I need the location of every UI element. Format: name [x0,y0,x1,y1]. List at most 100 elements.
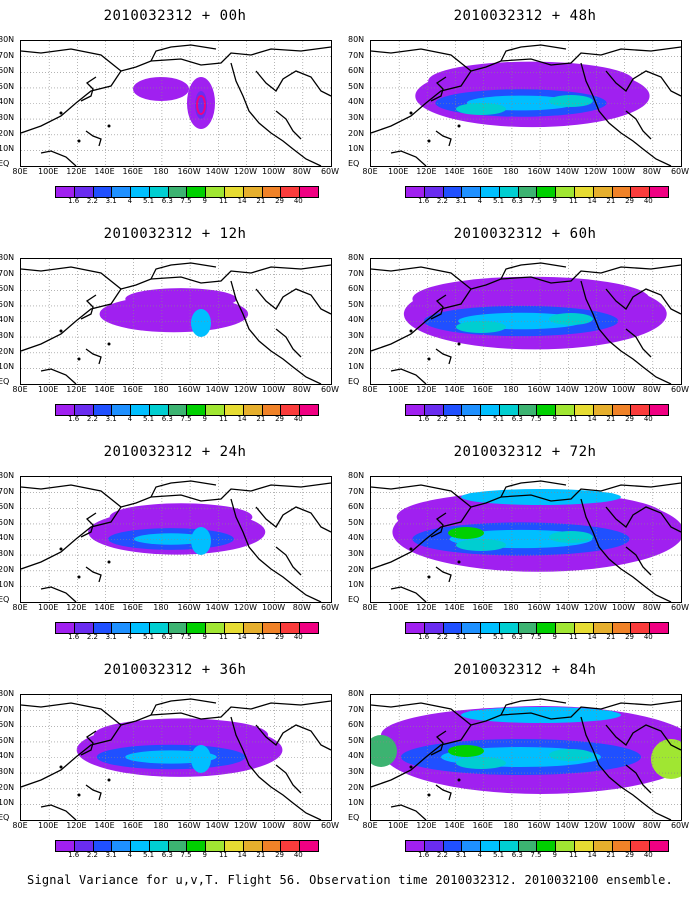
colorbar-swatch [575,405,594,415]
colorbar-level-label: 7.5 [530,633,542,641]
lon-tick-label: 120E [416,385,437,394]
colorbar-swatch [481,623,500,633]
colorbar-swatch [93,841,113,851]
colorbar-swatch [518,623,538,633]
colorbar-swatch [168,405,188,415]
colorbar [55,186,319,198]
colorbar-swatch [650,623,668,633]
colorbar-level-label: 3.1 [105,415,117,423]
lon-tick-label: 100E [388,821,409,830]
colorbar-level-label: 29 [275,633,285,641]
panel-title: 2010032312 + 72h [453,444,597,460]
colorbar-swatch [424,623,444,633]
colorbar-swatch [443,405,463,415]
colorbar-swatch [93,623,113,633]
colorbar-swatch [556,405,576,415]
map-area [370,40,682,167]
lon-tick-label: 60W [320,603,340,612]
panel-title: 2010032312 + 24h [103,444,247,460]
lon-tick-label: 180 [153,167,169,176]
lat-tick-label: 10N [0,144,15,154]
lon-tick-label: 100W [262,385,286,394]
map-area [370,258,682,385]
colorbar-level-label: 1.6 [68,633,80,641]
colorbar-swatch [424,187,444,197]
lon-tick-label: 120E [66,821,87,830]
colorbar-level-label: 1.6 [418,197,430,205]
colorbar-swatch [74,187,94,197]
colorbar [405,622,669,634]
map-panel: 2010032312 + 24h 80N 70N 60N 50N 40N 30N 20N 10N… [0,436,350,661]
colorbar-swatch [462,405,482,415]
lon-tick-label: 140E [444,821,465,830]
colorbar-swatch [406,187,425,197]
lon-tick-label: 100W [612,385,636,394]
colorbar-level-label: 11 [218,197,228,205]
colorbar-swatch [406,841,425,851]
lat-tick-label: 70N [0,268,15,278]
lon-tick-label: 120E [66,385,87,394]
lat-tick-label: 20N [0,782,15,792]
colorbar-swatch [206,405,226,415]
colorbar-swatch [612,841,632,851]
lat-tick-label: 10N [348,362,365,372]
colorbar-level-label: 2.2 [436,197,448,205]
colorbar-level-label: 40 [293,197,303,205]
lat-tick-label: 20N [0,128,15,138]
lon-tick-label: 160W [177,821,201,830]
lat-tick-label: EQ [0,159,10,168]
lat-tick-label: 30N [0,549,15,558]
lon-tick-label: 80E [362,385,378,394]
lon-tick-label: 160W [527,821,551,830]
lat-tick-label: 80N [348,35,365,44]
lon-tick-label: 80E [12,603,28,612]
lat-tick-label: 10N [348,144,365,154]
lon-tick-label: 100E [388,167,409,176]
colorbar-swatch [206,841,226,851]
lon-tick-label: 180 [503,385,519,394]
lon-tick-label: 80W [292,385,311,394]
lon-tick-label: 80W [642,603,661,612]
colorbar-swatch [168,841,188,851]
colorbar-swatch [149,187,169,197]
colorbar-swatch [262,623,282,633]
lon-tick-label: 180 [153,821,169,830]
colorbar-level-label: 2.2 [436,415,448,423]
colorbar-level-label: 4 [477,197,483,205]
panel-title: 2010032312 + 00h [103,8,247,24]
lon-tick-label: 80E [362,603,378,612]
lon-tick-label: 60W [670,385,690,394]
colorbar-level-label: 14 [237,633,247,641]
lon-tick-label: 160W [177,603,201,612]
colorbar-swatch [131,841,150,851]
map-panel: 2010032312 + 36h 80N 70N 60N 50N 40N 30N 20N 10N… [0,654,350,879]
lat-tick-label: 40N [0,533,15,543]
colorbar-swatch [612,187,632,197]
colorbar-swatch [262,841,282,851]
lon-tick-label: 140E [94,385,115,394]
lon-tick-label: 80E [12,167,28,176]
colorbar-level-label: 1.6 [418,851,430,859]
colorbar-swatch [74,405,94,415]
lon-tick-label: 160E [122,603,143,612]
colorbar-level-label: 2.2 [86,851,98,859]
lat-tick-label: 20N [0,346,15,356]
lon-tick-label: 120W [233,167,258,176]
colorbar-level-label: 40 [293,851,303,859]
lon-tick-label: 80W [642,385,661,394]
colorbar-swatch [225,405,244,415]
colorbar-level-label: 9 [202,633,207,641]
colorbar-swatch [243,623,263,633]
lon-tick-label: 180 [153,603,169,612]
colorbar-level-label: 14 [587,633,597,641]
lon-tick-label: 140W [205,821,229,830]
lon-tick-label: 100E [38,385,59,394]
lat-tick-label: 80N [348,689,365,698]
colorbar-swatch [443,187,463,197]
lat-tick-label: 60N [348,66,365,76]
colorbar-level-label: 14 [587,851,597,859]
panel-title: 2010032312 + 48h [453,8,597,24]
map-area [20,694,332,821]
lat-tick-label: 50N [348,299,365,309]
lat-tick-label: 50N [0,735,15,745]
